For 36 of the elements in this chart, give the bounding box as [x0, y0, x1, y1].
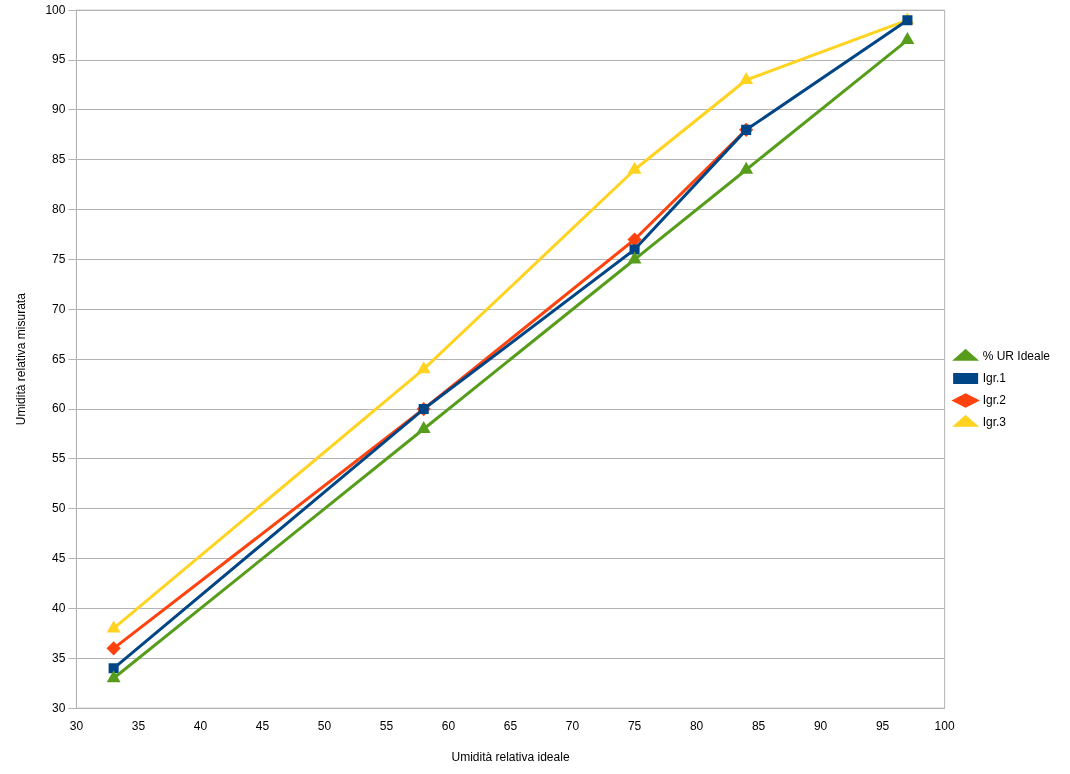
y-tick-label: 90 [52, 102, 66, 117]
legend-label: Igr.2 [982, 392, 1007, 407]
y-tick-label: 100 [45, 2, 66, 17]
y-axis-title: Umidità relativa misurata [13, 292, 28, 426]
legend-label: % UR Ideale [982, 348, 1051, 363]
y-tick-label: 80 [52, 201, 66, 216]
x-tick-label: 35 [131, 718, 146, 733]
legend-label: Igr.3 [982, 414, 1007, 429]
x-tick-label: 75 [627, 718, 642, 733]
y-tick-label: 60 [52, 401, 66, 416]
y-tick-label: 55 [52, 451, 66, 466]
y-tick-label: 95 [52, 52, 66, 67]
x-axis-title: Umidità relativa ideale [451, 750, 570, 765]
y-tick-label: 30 [52, 700, 66, 715]
x-tick-label: 30 [69, 718, 84, 733]
y-tick-label: 45 [52, 550, 66, 565]
y-tick-label: 40 [52, 600, 66, 615]
x-tick-label: 100 [934, 718, 955, 733]
y-tick-label: 85 [52, 152, 66, 167]
y-tick-label: 70 [52, 301, 66, 316]
x-tick-label: 60 [441, 718, 456, 733]
x-tick-label: 45 [255, 718, 270, 733]
x-tick-label: 70 [565, 718, 580, 733]
x-tick-label: 95 [875, 718, 890, 733]
x-tick-label: 65 [503, 718, 518, 733]
legend-label: Igr.1 [982, 370, 1007, 385]
x-tick-label: 80 [689, 718, 704, 733]
y-tick-label: 50 [52, 501, 66, 516]
x-tick-label: 50 [317, 718, 332, 733]
x-tick-label: 85 [751, 718, 766, 733]
y-tick-label: 75 [52, 251, 66, 266]
y-tick-label: 65 [52, 351, 66, 366]
x-tick-label: 55 [379, 718, 394, 733]
x-tick-label: 90 [813, 718, 828, 733]
x-tick-label: 40 [193, 718, 208, 733]
y-tick-label: 35 [52, 650, 66, 665]
